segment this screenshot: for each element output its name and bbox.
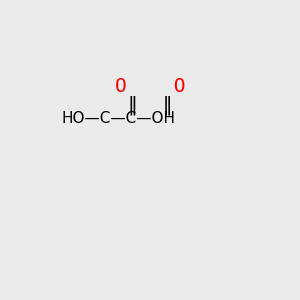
Text: O    O: O O xyxy=(115,77,185,97)
Text: HO—C—C—OH: HO—C—C—OH xyxy=(61,111,176,126)
Text: ‖    ‖: ‖ ‖ xyxy=(128,95,172,115)
